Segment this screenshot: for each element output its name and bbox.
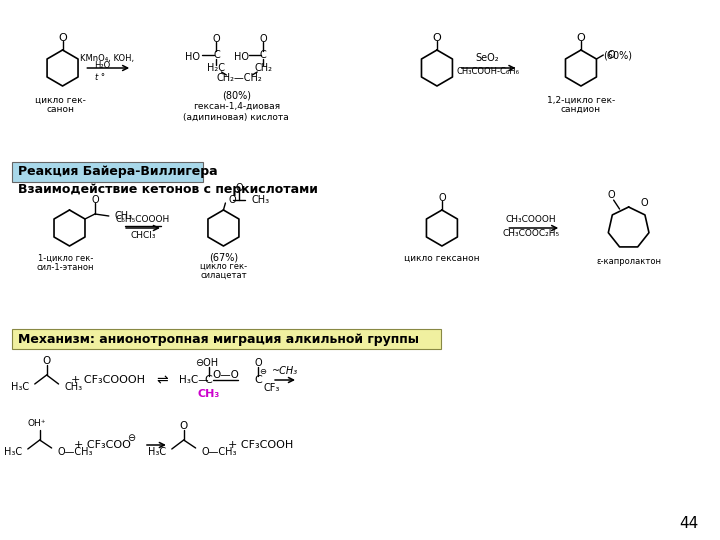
Text: OH⁺: OH⁺ bbox=[27, 420, 46, 429]
Text: Взаимодействие кетонов с перкислотами: Взаимодействие кетонов с перкислотами bbox=[18, 183, 318, 195]
Text: C: C bbox=[254, 375, 262, 385]
Text: CH₃: CH₃ bbox=[65, 382, 83, 392]
Text: SeO₂: SeO₂ bbox=[476, 53, 500, 63]
Text: H₃C: H₃C bbox=[148, 447, 166, 457]
Text: цикло гексанон: цикло гексанон bbox=[404, 254, 480, 263]
Text: + CF₃COOOH: + CF₃COOOH bbox=[71, 375, 145, 385]
Text: сил-1-этанон: сил-1-этанон bbox=[37, 263, 94, 272]
Text: цикло гек-: цикло гек- bbox=[200, 262, 247, 271]
Text: H₂O: H₂O bbox=[94, 62, 110, 71]
Text: t °: t ° bbox=[95, 72, 105, 82]
Text: O—O: O—O bbox=[212, 370, 239, 380]
Text: CH₃: CH₃ bbox=[251, 195, 269, 205]
Text: O: O bbox=[259, 34, 267, 44]
Text: CH₃: CH₃ bbox=[197, 389, 220, 399]
Text: CH₃COOOH: CH₃COOOH bbox=[506, 214, 557, 224]
Text: H₂C: H₂C bbox=[207, 63, 225, 73]
Text: HO: HO bbox=[184, 52, 199, 62]
Text: 1-цикло гек-: 1-цикло гек- bbox=[38, 254, 93, 263]
Text: O: O bbox=[433, 33, 441, 43]
Text: ⇌: ⇌ bbox=[156, 373, 168, 387]
Text: Реакция Байера-Виллигера: Реакция Байера-Виллигера bbox=[18, 165, 217, 179]
Text: O: O bbox=[58, 33, 67, 43]
Text: O: O bbox=[254, 358, 262, 368]
Text: O: O bbox=[607, 50, 615, 60]
Text: O: O bbox=[212, 34, 220, 44]
Text: C: C bbox=[204, 375, 212, 385]
Text: CH₃: CH₃ bbox=[114, 211, 133, 221]
Text: санон: санон bbox=[47, 105, 75, 114]
Text: H₃C—: H₃C— bbox=[179, 375, 208, 385]
Text: (67%): (67%) bbox=[209, 252, 238, 262]
Text: Механизм: анионотропная миграция алкильной группы: Механизм: анионотропная миграция алкильн… bbox=[18, 333, 419, 346]
Text: O: O bbox=[42, 356, 51, 366]
FancyBboxPatch shape bbox=[12, 329, 441, 349]
Text: C: C bbox=[260, 50, 266, 60]
Text: O: O bbox=[235, 183, 243, 193]
Text: ε-капролактон: ε-капролактон bbox=[596, 257, 661, 266]
Text: CHCl₃: CHCl₃ bbox=[130, 232, 156, 240]
Text: CF₃: CF₃ bbox=[264, 383, 279, 393]
Text: KMnO₄, KOH,: KMnO₄, KOH, bbox=[80, 53, 135, 63]
Text: H₃C: H₃C bbox=[4, 447, 22, 457]
Text: CH₂—CH₂: CH₂—CH₂ bbox=[217, 73, 262, 83]
Text: ⊖: ⊖ bbox=[127, 433, 135, 443]
Text: + CF₃COOH: + CF₃COOH bbox=[228, 440, 294, 450]
Text: (60%): (60%) bbox=[603, 50, 632, 60]
Text: (80%): (80%) bbox=[222, 90, 251, 100]
Text: силацетат: силацетат bbox=[200, 271, 247, 280]
Text: O—CH₃: O—CH₃ bbox=[202, 447, 237, 457]
Text: ⊖: ⊖ bbox=[260, 368, 266, 376]
Text: C: C bbox=[213, 50, 220, 60]
Text: O—CH₃: O—CH₃ bbox=[58, 447, 93, 457]
Text: C₆H₅COOOH: C₆H₅COOOH bbox=[116, 214, 170, 224]
Text: H₃C: H₃C bbox=[11, 382, 29, 392]
Text: цикло гек-: цикло гек- bbox=[35, 96, 86, 105]
Text: CH₃COOH-C₆H₆: CH₃COOH-C₆H₆ bbox=[456, 66, 519, 76]
Text: O: O bbox=[179, 421, 188, 431]
Text: CH₂: CH₂ bbox=[254, 63, 272, 73]
Text: 1,2-цикло гек-: 1,2-цикло гек- bbox=[546, 96, 615, 105]
FancyBboxPatch shape bbox=[12, 162, 202, 182]
Text: O: O bbox=[608, 190, 616, 200]
Text: O: O bbox=[577, 33, 585, 43]
Text: сандион: сандион bbox=[561, 105, 601, 114]
Text: (адипиновая) кислота: (адипиновая) кислота bbox=[184, 113, 289, 122]
Text: ~CH₃: ~CH₃ bbox=[272, 366, 298, 376]
Text: O: O bbox=[641, 198, 648, 208]
Text: HO: HO bbox=[234, 52, 249, 62]
Text: + CF₃COO: + CF₃COO bbox=[74, 440, 131, 450]
Text: O: O bbox=[438, 193, 446, 203]
Text: ⊖OH: ⊖OH bbox=[195, 358, 218, 368]
Text: O: O bbox=[228, 195, 236, 205]
Text: гексан-1,4-диовая: гексан-1,4-диовая bbox=[193, 102, 280, 111]
Text: O: O bbox=[91, 195, 99, 205]
Text: 44: 44 bbox=[679, 516, 698, 530]
Text: CH₃COOC₂H₅: CH₃COOC₂H₅ bbox=[503, 228, 560, 238]
